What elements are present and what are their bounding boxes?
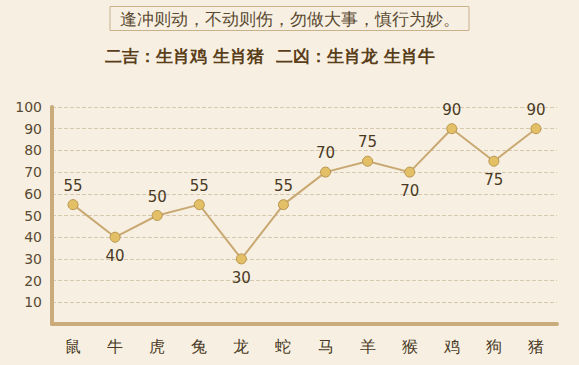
svg-text:70: 70 <box>316 144 335 162</box>
svg-text:鼠: 鼠 <box>65 337 81 356</box>
svg-text:40: 40 <box>24 229 42 245</box>
svg-text:50: 50 <box>148 188 167 206</box>
svg-text:90: 90 <box>526 101 545 119</box>
svg-text:75: 75 <box>484 171 503 189</box>
svg-text:80: 80 <box>24 142 42 158</box>
svg-text:二吉：生肖鸡 生肖猪 二凶：生肖龙 生肖牛: 二吉：生肖鸡 生肖猪 二凶：生肖龙 生肖牛 <box>105 46 435 66</box>
svg-text:30: 30 <box>24 251 42 267</box>
svg-text:60: 60 <box>24 186 42 202</box>
svg-text:猪: 猪 <box>528 337 544 356</box>
svg-text:羊: 羊 <box>360 337 376 356</box>
svg-text:20: 20 <box>24 273 42 289</box>
svg-text:90: 90 <box>442 101 461 119</box>
svg-text:虎: 虎 <box>149 337 165 356</box>
svg-text:55: 55 <box>190 177 209 195</box>
svg-text:70: 70 <box>400 182 419 200</box>
svg-text:狗: 狗 <box>486 337 502 356</box>
svg-text:牛: 牛 <box>107 337 123 356</box>
svg-text:龙: 龙 <box>233 337 249 356</box>
svg-text:10: 10 <box>24 294 42 310</box>
svg-text:55: 55 <box>63 177 82 195</box>
svg-text:75: 75 <box>358 133 377 151</box>
svg-text:55: 55 <box>274 177 293 195</box>
svg-text:100: 100 <box>15 99 42 115</box>
svg-text:50: 50 <box>24 208 42 224</box>
svg-text:逢冲则动，不动则伤，勿做大事，慎行为妙。: 逢冲则动，不动则伤，勿做大事，慎行为妙。 <box>120 9 460 29</box>
svg-text:鸡: 鸡 <box>443 337 460 356</box>
svg-text:兔: 兔 <box>191 337 207 356</box>
svg-text:40: 40 <box>106 247 125 265</box>
svg-text:30: 30 <box>232 269 251 287</box>
svg-text:蛇: 蛇 <box>275 337 291 356</box>
svg-text:70: 70 <box>24 164 42 180</box>
svg-text:马: 马 <box>318 337 334 356</box>
svg-text:猴: 猴 <box>402 337 418 356</box>
svg-text:90: 90 <box>24 121 42 137</box>
